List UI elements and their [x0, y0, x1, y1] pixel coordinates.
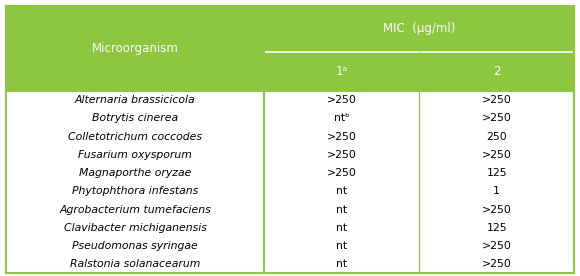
Text: ntᵇ: ntᵇ	[334, 113, 350, 123]
Text: nt: nt	[336, 241, 347, 251]
Bar	[6, 255, 574, 273]
Text: Magnaporthe oryzae: Magnaporthe oryzae	[79, 168, 191, 178]
Bar	[6, 6, 574, 91]
Text: Ralstonia solanacearum: Ralstonia solanacearum	[70, 259, 200, 269]
Bar	[6, 182, 574, 200]
Text: >250: >250	[327, 132, 357, 142]
Text: Alternaria brassicicola: Alternaria brassicicola	[75, 95, 195, 105]
Text: 1: 1	[493, 186, 500, 196]
Text: >250: >250	[481, 259, 512, 269]
Text: Phytophthora infestans: Phytophthora infestans	[72, 186, 198, 196]
Text: >250: >250	[327, 95, 357, 105]
Text: 125: 125	[486, 168, 507, 178]
Text: 250: 250	[486, 132, 507, 142]
Text: nt: nt	[336, 205, 347, 214]
Text: Microorganism: Microorganism	[92, 42, 179, 55]
Bar	[6, 219, 574, 237]
Bar	[6, 128, 574, 146]
Text: >250: >250	[481, 241, 512, 251]
Bar	[6, 237, 574, 255]
Bar	[6, 91, 574, 109]
Text: Pseudomonas syringae: Pseudomonas syringae	[72, 241, 198, 251]
Text: Clavibacter michiganensis: Clavibacter michiganensis	[64, 223, 206, 233]
Text: 125: 125	[486, 223, 507, 233]
Text: >250: >250	[481, 150, 512, 160]
Text: >250: >250	[327, 150, 357, 160]
Bar	[6, 109, 574, 128]
Text: Fusarium oxysporum: Fusarium oxysporum	[78, 150, 192, 160]
Text: Colletotrichum coccodes: Colletotrichum coccodes	[68, 132, 202, 142]
Text: 2: 2	[493, 65, 501, 78]
Text: nt: nt	[336, 223, 347, 233]
Text: >250: >250	[481, 205, 512, 214]
Text: MIC  (μg/ml): MIC (μg/ml)	[383, 22, 455, 35]
Text: Agrobacterium tumefaciens: Agrobacterium tumefaciens	[59, 205, 211, 214]
Text: >250: >250	[481, 95, 512, 105]
Text: >250: >250	[481, 113, 512, 123]
Text: nt: nt	[336, 259, 347, 269]
Text: nt: nt	[336, 186, 347, 196]
Text: >250: >250	[327, 168, 357, 178]
Bar	[6, 164, 574, 182]
Text: 1ᵃ: 1ᵃ	[336, 65, 348, 78]
Text: Botrytis cinerea: Botrytis cinerea	[92, 113, 178, 123]
Bar	[6, 146, 574, 164]
Bar	[6, 200, 574, 219]
